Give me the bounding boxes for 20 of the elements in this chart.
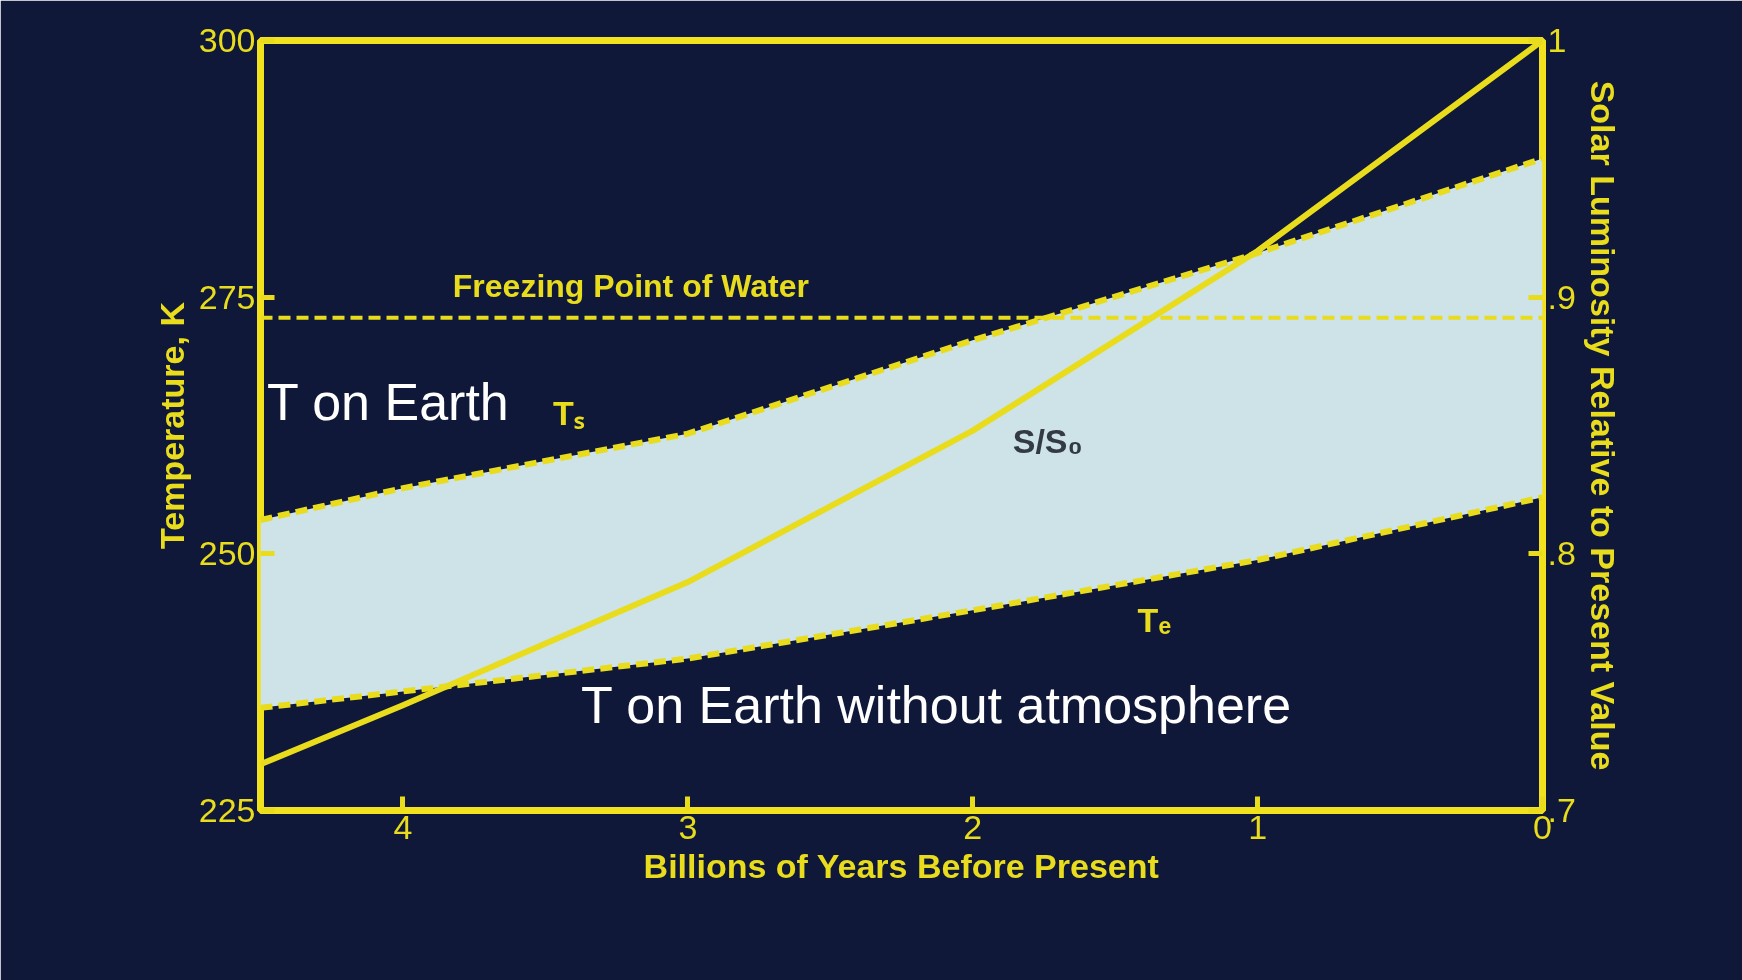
series-label: Tₛ	[552, 394, 585, 433]
x-tick-label: 4	[393, 807, 413, 846]
y2-tick-label: .8	[1547, 534, 1576, 573]
y-tick-label: 250	[198, 534, 256, 573]
ref-line-label: Freezing Point of Water	[452, 267, 809, 304]
y-tick-label: 300	[198, 21, 256, 59]
y-tick-label: 275	[198, 277, 256, 316]
x-tick-label: 2	[963, 807, 983, 846]
y-tick-label: 225	[198, 791, 256, 829]
series-label: S/S₀	[1012, 421, 1083, 460]
x-axis-title: Billions of Years Before Present	[643, 846, 1159, 885]
y2-axis-title: Solar Luminosity Relative to Present Value	[1583, 80, 1622, 771]
annotation: T on Earth	[266, 373, 509, 432]
series-label: Tₑ	[1137, 600, 1172, 639]
y2-tick-label: 1	[1547, 21, 1567, 59]
y2-tick-label: .9	[1547, 277, 1576, 316]
y-axis-title: Temperature, K	[152, 301, 191, 549]
x-tick-label: 1	[1248, 807, 1268, 846]
x-tick-label: 3	[678, 807, 698, 846]
annotation: T on Earth without atmosphere	[581, 676, 1292, 735]
